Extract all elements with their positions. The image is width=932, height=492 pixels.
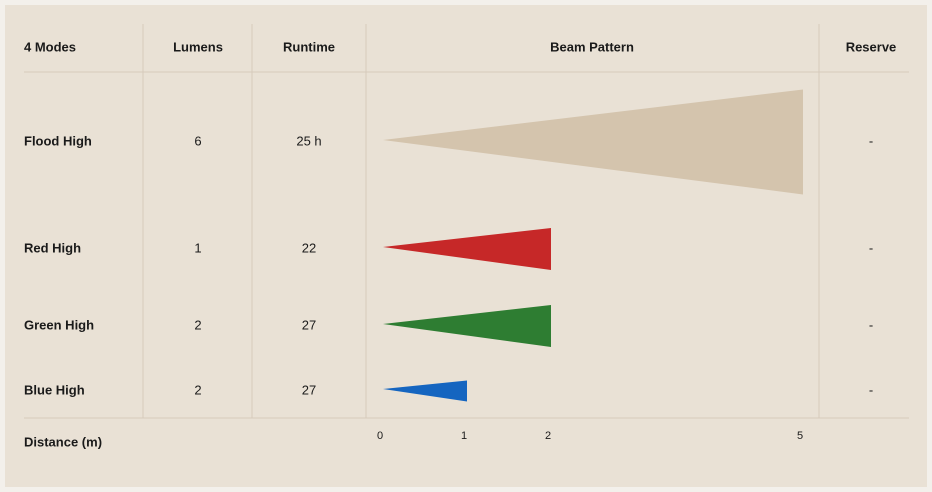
column-header: Lumens — [173, 39, 223, 54]
distance-tick: 1 — [461, 430, 467, 442]
beam — [383, 380, 467, 402]
beam — [383, 228, 551, 270]
reserve: - — [869, 240, 873, 255]
distance-tick: 2 — [545, 430, 551, 442]
beam — [383, 305, 551, 347]
runtime: 22 — [302, 240, 316, 255]
runtime: 25 h — [296, 133, 321, 148]
lumens: 2 — [194, 317, 201, 332]
distance-tick: 0 — [377, 430, 383, 442]
mode-name: Blue High — [24, 382, 85, 397]
mode-name: Flood High — [24, 133, 92, 148]
column-header: Beam Pattern — [550, 39, 634, 54]
lumens: 6 — [194, 133, 201, 148]
distance-tick: 5 — [797, 430, 803, 442]
axis-label: Distance (m) — [24, 434, 102, 449]
beam — [383, 89, 803, 195]
mode-name: Green High — [24, 317, 94, 332]
column-header: Runtime — [283, 39, 335, 54]
column-header: Reserve — [846, 39, 897, 54]
reserve: - — [869, 317, 873, 332]
runtime: 27 — [302, 382, 316, 397]
runtime: 27 — [302, 317, 316, 332]
mode-name: Red High — [24, 240, 81, 255]
lumens: 2 — [194, 382, 201, 397]
lumens: 1 — [194, 240, 201, 255]
reserve: - — [869, 133, 873, 148]
reserve: - — [869, 382, 873, 397]
column-header: 4 Modes — [24, 39, 76, 54]
